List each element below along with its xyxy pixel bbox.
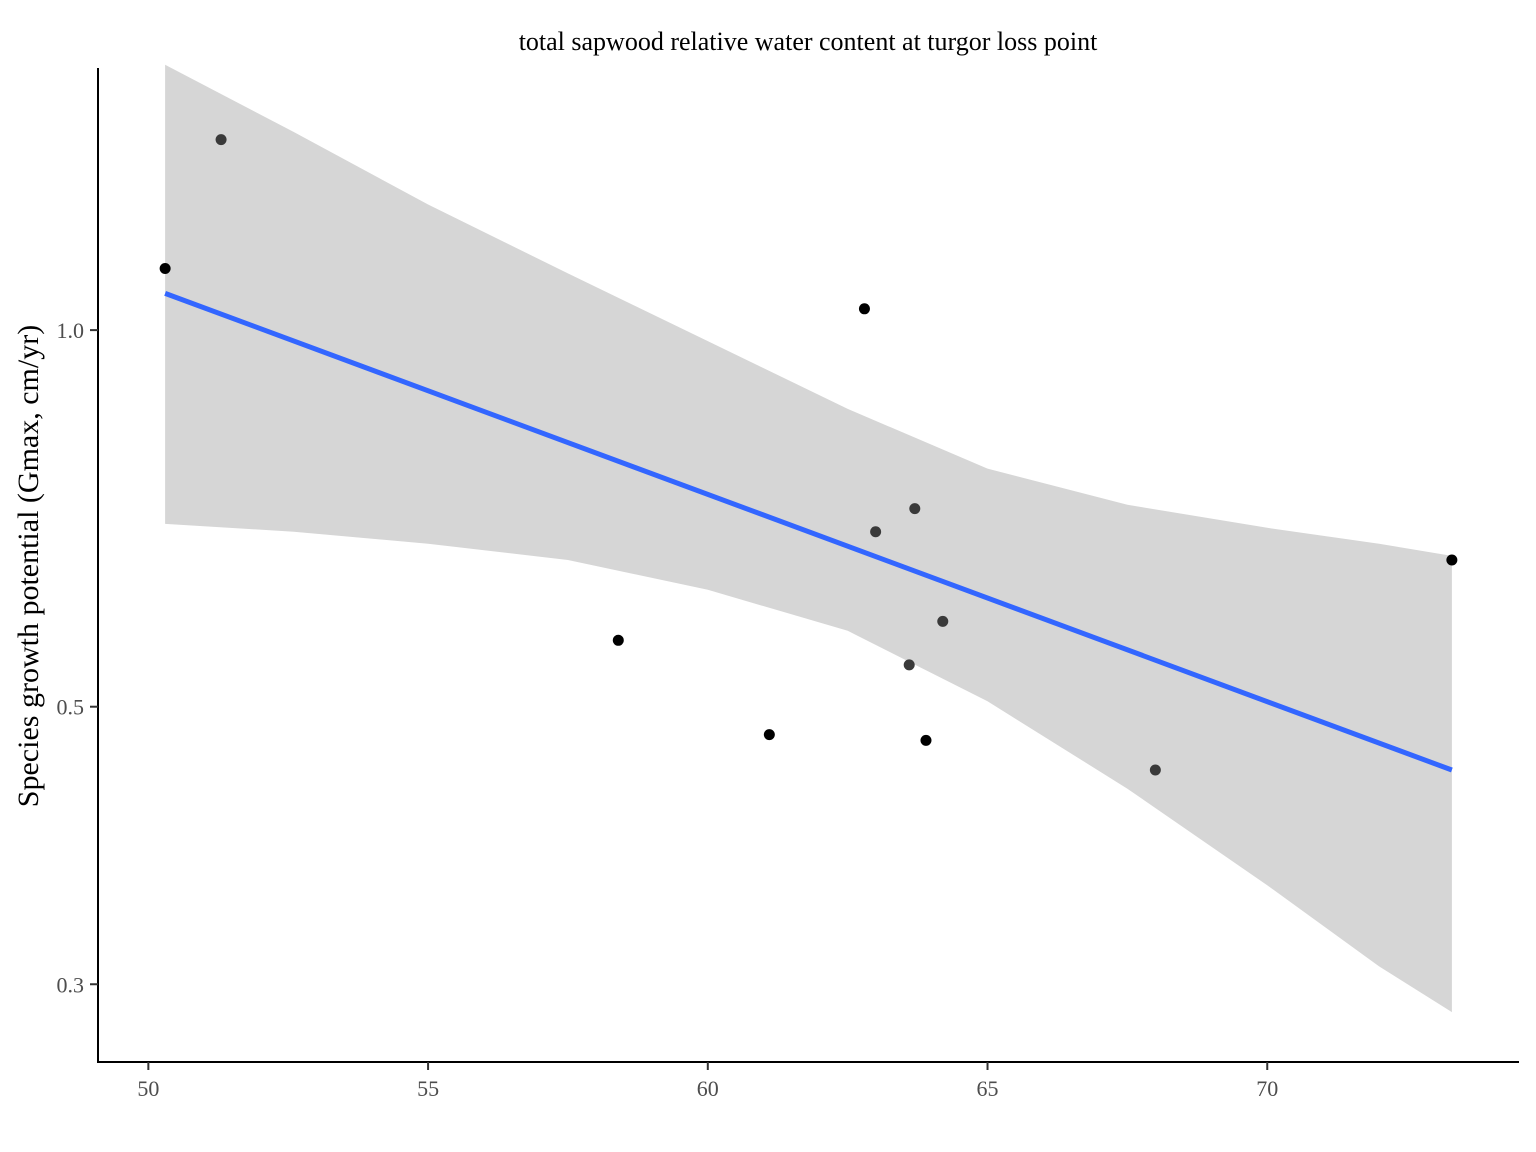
regression-line <box>164 291 1453 773</box>
x-tick-label: 60 <box>697 1076 719 1101</box>
x-ticks: 50 55 60 65 70 <box>137 1062 1278 1101</box>
data-points <box>159 134 1458 776</box>
data-point <box>215 134 227 146</box>
confidence-band <box>165 64 1452 1013</box>
data-point <box>612 634 624 646</box>
axes <box>97 68 1519 1063</box>
y-axis-title: Species growth potential (Gmax, cm/yr) <box>12 325 45 807</box>
data-point <box>903 659 915 671</box>
x-tick-label: 55 <box>417 1076 439 1101</box>
x-tick-label: 70 <box>1256 1076 1278 1101</box>
data-point <box>159 263 171 275</box>
chart-title: total sapwood relative water content at … <box>519 27 1098 56</box>
data-point <box>763 729 775 741</box>
y-tick-label: 0.5 <box>57 695 85 720</box>
data-point <box>858 303 870 315</box>
y-tick-label: 0.3 <box>57 972 85 997</box>
fit-line-layer <box>164 291 1453 773</box>
x-tick-label: 65 <box>977 1076 999 1101</box>
x-tick-label: 50 <box>137 1076 159 1101</box>
data-point <box>870 526 882 538</box>
data-point <box>909 503 921 515</box>
data-point <box>1446 554 1458 566</box>
y-ticks: 0.3 0.5 1.0 <box>57 318 98 997</box>
data-point <box>937 615 949 627</box>
y-tick-label: 1.0 <box>57 318 85 343</box>
confidence-band-layer <box>165 64 1452 1013</box>
data-point <box>1149 764 1161 776</box>
data-point <box>920 734 932 746</box>
